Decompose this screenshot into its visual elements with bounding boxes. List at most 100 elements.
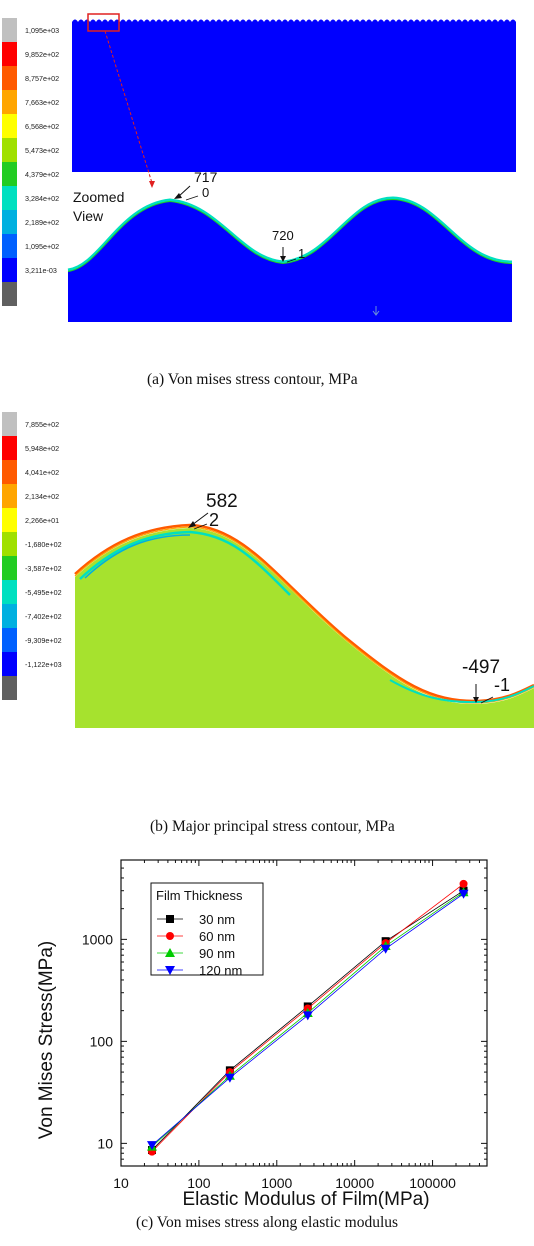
b-legend-swatch — [2, 532, 17, 556]
b-legend-swatch — [2, 508, 17, 532]
b-legend-row: 5,948e+02 — [2, 436, 62, 460]
panel-c-caption: (c) Von mises stress along elastic modul… — [136, 1214, 399, 1231]
data-point-series-1 — [459, 879, 468, 888]
plot-area-frame — [120, 859, 488, 1167]
a-legend-value: 5,473e+02 — [25, 145, 60, 155]
x-tick-label: 10000 — [335, 1175, 374, 1191]
x-tick-label: 100 — [187, 1175, 211, 1191]
panel-b-caption: (b) Major principal stress contour, MPa — [150, 818, 395, 835]
b-legend-row: -7,402e+02 — [2, 604, 62, 628]
a-legend-swatch — [2, 234, 17, 258]
a-legend-row: 4,379e+02 — [2, 162, 62, 186]
b-legend-row: -1,122e+03 — [2, 652, 62, 676]
a-legend-value: 9,852e+02 — [25, 49, 60, 59]
b-legend-value: -1,680e+02 — [25, 539, 62, 549]
a-legend-swatch — [2, 90, 17, 114]
a-legend-row: 8,757e+02 — [2, 66, 62, 90]
x-tick-label: 100000 — [409, 1175, 456, 1191]
a-legend-value: 3,211e-03 — [25, 265, 57, 275]
a-legend-swatch — [2, 210, 17, 234]
legend-marker-2 — [165, 948, 175, 957]
b-legend-swatch — [2, 628, 17, 652]
b-legend-swatch — [2, 676, 17, 700]
b-legend-swatch — [2, 652, 17, 676]
panel-b-film-body — [75, 528, 534, 728]
legend-marker-1 — [166, 932, 174, 940]
a-legend-value: 7,663e+02 — [25, 97, 60, 107]
b-legend-value: 2,134e+02 — [25, 491, 60, 501]
a-legend-row: 1,095e+03 — [2, 18, 62, 42]
b-peak-pointer-head — [188, 521, 196, 528]
b-legend-swatch — [2, 484, 17, 508]
zoom-arrow-head — [149, 181, 155, 188]
a-legend-swatch — [2, 66, 17, 90]
legend-label-3: 120 nm — [199, 963, 242, 978]
data-point-series-3 — [146, 1141, 157, 1151]
b-legend-value: -9,309e+02 — [25, 635, 62, 645]
a-legend-swatch — [2, 162, 17, 186]
b-valley-stress-value: -497 — [462, 657, 501, 678]
b-legend-swatch — [2, 436, 17, 460]
legend-marker-0 — [166, 915, 174, 923]
b-valley-pointer-head — [473, 697, 479, 703]
a-legend-value: 3,284e+02 — [25, 193, 60, 203]
zoomed-substrate — [68, 198, 512, 322]
b-legend-row: -1,680e+02 — [2, 532, 62, 556]
a-legend-swatch — [2, 114, 17, 138]
b-legend-value: 4,041e+02 — [25, 467, 60, 477]
b-legend-value: 5,948e+02 — [25, 443, 60, 453]
chart-legend-box — [150, 882, 264, 976]
a-legend-row — [2, 282, 62, 306]
legend-marker-3 — [165, 966, 175, 975]
b-valley-node-label: -1 — [494, 675, 511, 695]
b-legend-swatch — [2, 604, 17, 628]
legend-label-2: 90 nm — [199, 946, 235, 961]
y-tick-label: 100 — [90, 1033, 114, 1049]
panel-a-caption: (a) Von mises stress contour, MPa — [147, 371, 358, 388]
b-legend-swatch — [2, 412, 17, 436]
a-legend-swatch — [2, 186, 17, 210]
chart-x-axis-label: Elastic Modulus of Film(MPa) — [182, 1189, 429, 1210]
panel-a-full-view — [67, 13, 516, 322]
peak-node-label: 0 — [202, 185, 210, 200]
b-valley-node-pointer — [480, 696, 494, 704]
zoom-arrow — [104, 30, 153, 184]
a-legend-swatch — [2, 18, 17, 42]
valley-stress-value: 720 — [272, 228, 294, 243]
line-chart: 10 100 1000 10000 100000 10 100 1000 Film Thick… — [36, 859, 488, 1210]
peak-node-pointer — [185, 195, 199, 201]
chart-y-axis-label: Von Mises Stress(MPa) — [36, 941, 57, 1140]
a-legend-row: 7,663e+02 — [2, 90, 62, 114]
legend-label-1: 60 nm — [199, 929, 235, 944]
a-legend-swatch — [2, 42, 17, 66]
b-legend-value: 2,266e+01 — [25, 515, 60, 525]
data-point-series-3 — [380, 944, 391, 954]
a-legend-row: 3,211e-03 — [2, 258, 62, 282]
b-legend-value: -7,402e+02 — [25, 611, 62, 621]
a-legend-row: 5,473e+02 — [2, 138, 62, 162]
a-legend-value: 4,379e+02 — [25, 169, 60, 179]
y-tick-label: 1000 — [82, 931, 113, 947]
data-point-series-3 — [458, 889, 469, 899]
x-tick-label: 10 — [113, 1175, 129, 1191]
panel-b-valley-cyan — [389, 679, 534, 704]
b-peak-node-pointer — [193, 523, 208, 530]
b-legend-swatch — [2, 460, 17, 484]
valley-node-pointer — [286, 258, 297, 263]
b-legend-row — [2, 676, 62, 700]
small-arrow-marker — [372, 306, 380, 316]
a-legend-value: 6,568e+02 — [25, 121, 60, 131]
b-legend-value: -1,122e+03 — [25, 659, 62, 669]
b-legend-row: 4,041e+02 — [2, 460, 62, 484]
zoom-box — [87, 13, 120, 32]
b-peak-pointer — [191, 512, 209, 526]
b-legend-row: -3,587e+02 — [2, 556, 62, 580]
panel-b-color-legend: 7,855e+02 5,948e+02 4,041e+02 2,134e+02 2,26… — [2, 412, 62, 700]
b-legend-row: 2,266e+01 — [2, 508, 62, 532]
a-legend-swatch — [2, 138, 17, 162]
full-view-substrate — [72, 19, 516, 172]
a-legend-row: 3,284e+02 — [2, 186, 62, 210]
panel-b-view — [74, 512, 534, 728]
b-legend-row: -5,495e+02 — [2, 580, 62, 604]
a-legend-value: 1,095e+03 — [25, 25, 60, 35]
